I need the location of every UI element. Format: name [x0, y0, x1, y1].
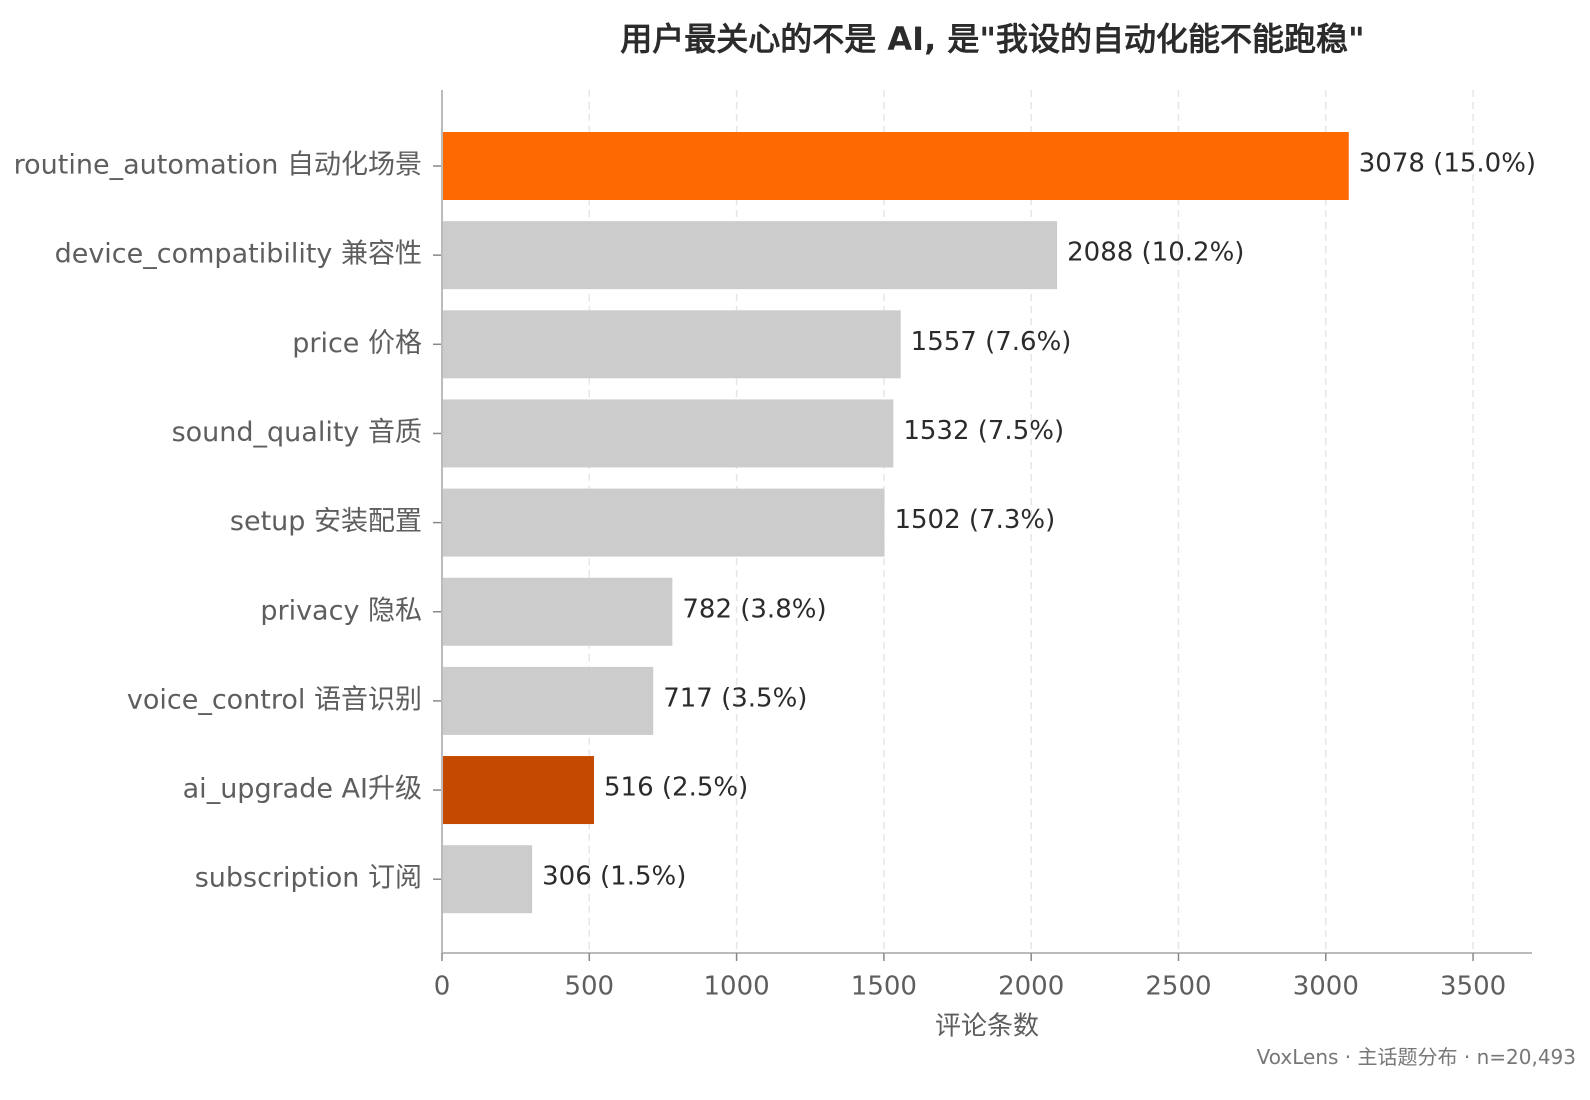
ytick-label-7: ai_upgrade AI升级 — [183, 774, 422, 805]
ytick-label-4: setup 安装配置 — [230, 506, 422, 537]
bar-2 — [443, 310, 901, 379]
xtick-label-1: 500 — [564, 972, 614, 1002]
value-label-0: 3078 (15.0%) — [1359, 149, 1536, 179]
value-label-2: 1557 (7.6%) — [911, 327, 1072, 357]
bar-4 — [443, 488, 885, 557]
ytick-label-1: device_compatibility 兼容性 — [55, 239, 422, 270]
xtick-label-4: 2000 — [998, 972, 1064, 1002]
value-label-5: 782 (3.8%) — [682, 594, 826, 624]
chart-footer: VoxLens · 主话题分布 · n=20,493 — [1256, 1045, 1576, 1069]
xtick-label-6: 3000 — [1293, 972, 1359, 1002]
chart-title: 用户最关心的不是 AI, 是"我设的自动化能不能跑稳" — [620, 20, 1365, 58]
ytick-label-8: subscription 订阅 — [195, 863, 422, 894]
bar-5 — [443, 577, 673, 646]
ytick-label-5: privacy 隐私 — [260, 595, 422, 626]
ytick-label-3: sound_quality 音质 — [172, 417, 422, 448]
value-label-7: 516 (2.5%) — [604, 773, 748, 803]
x-axis-label: 评论条数 — [935, 1012, 1039, 1042]
ytick-label-6: voice_control 语音识别 — [127, 684, 422, 715]
bar-0 — [443, 132, 1349, 200]
xtick-label-7: 3500 — [1440, 972, 1506, 1002]
xtick-label-3: 1500 — [851, 972, 917, 1002]
bar-6 — [443, 666, 654, 735]
ytick-label-0: routine_automation 自动化场景 — [14, 150, 422, 181]
bar-1 — [443, 221, 1058, 290]
bar-8 — [443, 845, 533, 914]
value-label-4: 1502 (7.3%) — [894, 505, 1055, 535]
value-label-6: 717 (3.5%) — [663, 683, 807, 713]
axes — [433, 90, 1532, 961]
value-label-8: 306 (1.5%) — [542, 862, 686, 892]
bar-7 — [443, 756, 595, 825]
ytick-label-2: price 价格 — [292, 328, 422, 359]
labels: routine_automation 自动化场景 3078 (15.0%) devi… — [14, 149, 1536, 1042]
xtick-label-0: 0 — [434, 972, 451, 1002]
xtick-label-5: 2500 — [1145, 972, 1211, 1002]
bar-3 — [443, 399, 894, 468]
value-label-1: 2088 (10.2%) — [1067, 238, 1244, 268]
xtick-label-2: 1000 — [704, 972, 770, 1002]
value-label-3: 1532 (7.5%) — [903, 416, 1064, 446]
bars — [443, 132, 1349, 914]
